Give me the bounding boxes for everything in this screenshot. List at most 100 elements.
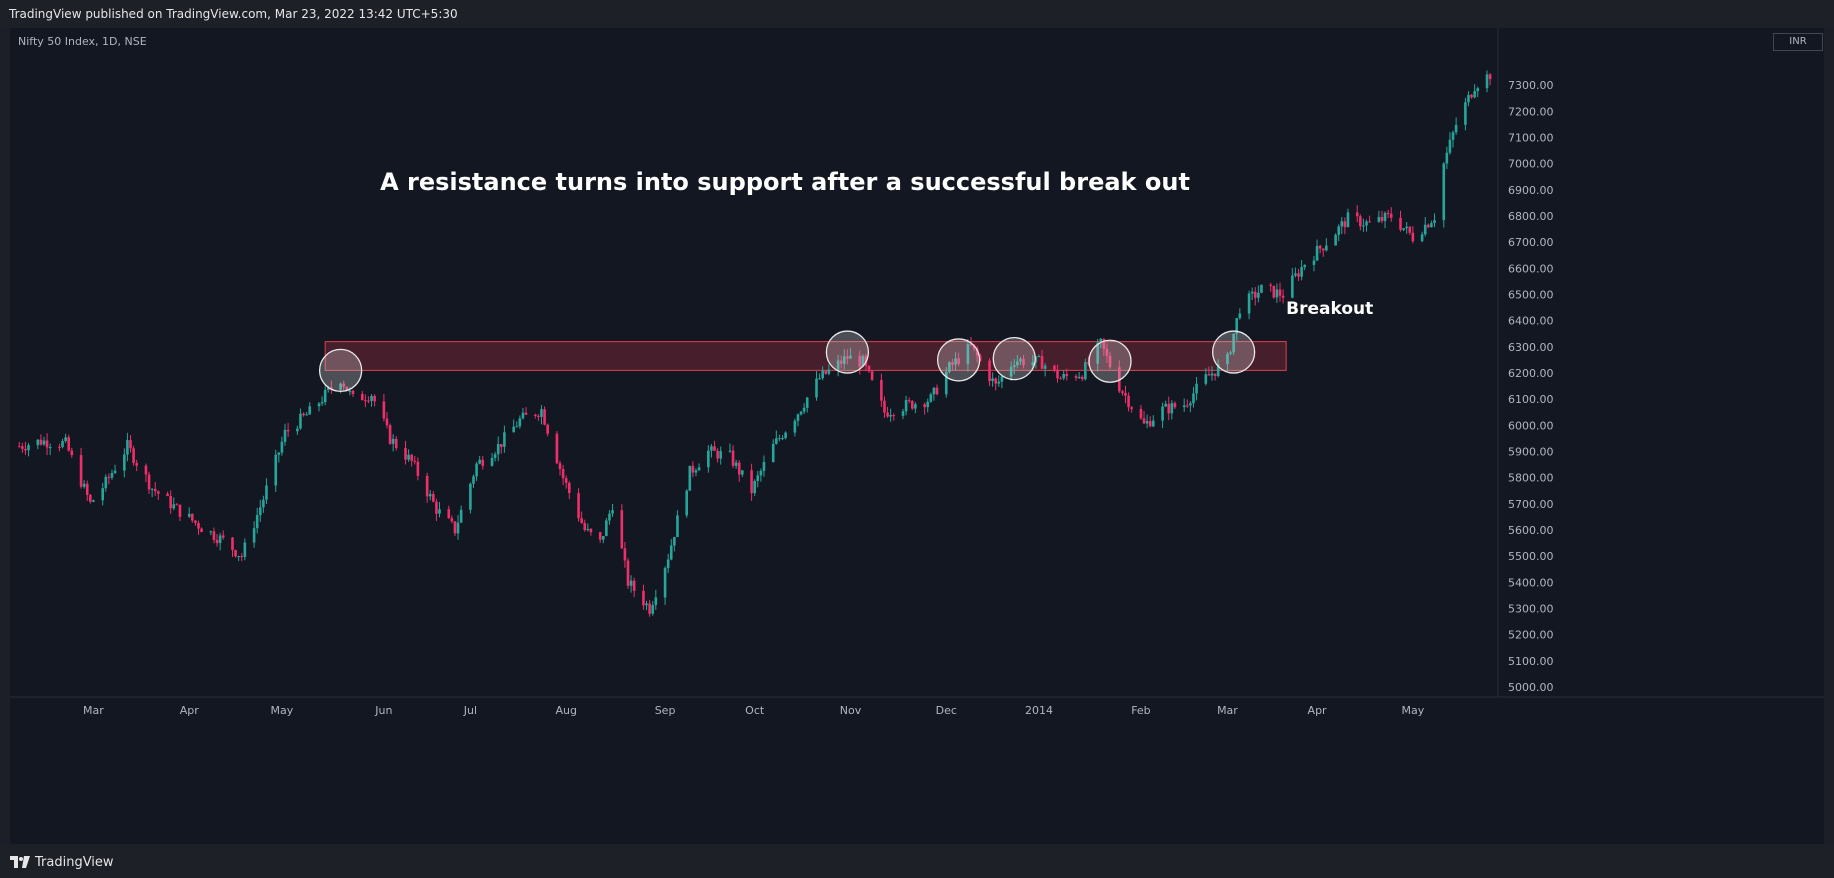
candle-body <box>775 438 778 444</box>
candle-body <box>24 448 27 451</box>
candle-body <box>1009 366 1013 377</box>
candle-body <box>697 467 701 471</box>
y-tick-label: 5800.00 <box>1508 472 1554 485</box>
y-tick-label: 5600.00 <box>1508 524 1554 537</box>
candle-body <box>521 412 525 419</box>
candle-body <box>1257 292 1260 298</box>
candle-body <box>1433 220 1436 224</box>
candle-body <box>1074 376 1078 378</box>
candle-body <box>1012 365 1016 367</box>
candle-body <box>153 488 157 492</box>
candle-body <box>1167 403 1171 414</box>
y-tick-label: 6900.00 <box>1508 184 1554 197</box>
candle-body <box>1105 348 1109 356</box>
candle-body <box>450 518 454 522</box>
candle-body <box>719 451 722 459</box>
price-axis-bg <box>1498 28 1824 844</box>
candle-body <box>1102 338 1106 349</box>
candle-body <box>944 371 948 395</box>
candle-body <box>1096 342 1099 364</box>
candle-body <box>475 463 478 477</box>
candle-body <box>110 473 114 478</box>
candle-body <box>342 383 346 387</box>
candle-body <box>459 509 463 523</box>
candle-body <box>274 454 278 486</box>
candle-body <box>503 432 506 447</box>
candle-body <box>750 470 753 494</box>
candle-body <box>1294 273 1297 276</box>
candle-body <box>490 457 494 466</box>
candle-body <box>802 407 806 412</box>
candle-body <box>1031 362 1035 366</box>
chart-area[interactable]: 5000.00 5100.00 5200.00 5300.00 5400.00 5500.… <box>10 28 1824 844</box>
candle-body <box>1250 291 1254 294</box>
candlestick-chart[interactable]: 5000.00 5100.00 5200.00 5300.00 5400.00 5500.… <box>10 28 1824 844</box>
candle-body <box>728 450 732 452</box>
candle-body <box>1253 291 1257 298</box>
x-tick-label: Mar <box>83 704 104 717</box>
y-tick-label: 6000.00 <box>1508 419 1554 432</box>
y-tick-label: 6200.00 <box>1508 367 1554 380</box>
candle-body <box>1192 393 1195 404</box>
candle-body <box>1195 383 1198 394</box>
candle-body <box>839 360 843 364</box>
candle-body <box>716 450 719 459</box>
candle-body <box>784 432 787 439</box>
candle-body <box>685 490 689 516</box>
x-tick-label: Dec <box>936 704 957 717</box>
candle-body <box>1281 295 1285 298</box>
candle-body <box>147 474 151 490</box>
candle-body <box>904 400 908 412</box>
candle-body <box>1210 373 1214 376</box>
candle-body <box>1315 245 1319 261</box>
candle-body <box>626 560 630 586</box>
candle-body <box>481 459 485 466</box>
x-tick-label: Aug <box>555 704 576 717</box>
x-tick-label: Mar <box>1217 704 1238 717</box>
candle-body <box>1291 275 1294 298</box>
candle-body <box>1216 364 1220 376</box>
candle-body <box>231 537 234 551</box>
y-tick-label: 5000.00 <box>1508 681 1554 694</box>
candle-body <box>92 500 95 502</box>
candle-body <box>144 465 148 475</box>
candle-body <box>1108 355 1112 368</box>
candle-body <box>818 378 821 380</box>
candle-body <box>1383 212 1387 221</box>
candle-body <box>1139 408 1143 419</box>
candle-body <box>889 415 892 417</box>
candle-body <box>391 438 395 444</box>
candle-body <box>129 440 132 449</box>
candle-body <box>1442 163 1446 221</box>
candle-body <box>611 510 614 514</box>
candle-body <box>169 496 172 509</box>
candle-body <box>1065 373 1069 377</box>
candle-body <box>413 460 417 462</box>
tradingview-logo[interactable]: TradingView <box>10 853 114 871</box>
candle-body <box>252 528 256 543</box>
currency-badge[interactable]: INR <box>1773 33 1823 51</box>
candle-body <box>101 488 104 501</box>
candle-body <box>793 420 797 433</box>
candle-body <box>67 437 71 451</box>
candle-body <box>796 414 800 421</box>
y-tick-label: 6100.00 <box>1508 393 1554 406</box>
candle-body <box>880 379 883 401</box>
candle-body <box>305 414 308 416</box>
candle-body <box>957 358 960 365</box>
candle-body <box>1451 132 1455 140</box>
candle-body <box>39 439 43 445</box>
candle-body <box>1297 273 1300 277</box>
candle-body <box>1325 245 1328 251</box>
x-tick-label: Apr <box>1308 704 1328 717</box>
candle-body <box>1448 139 1452 153</box>
candle-body <box>172 504 176 509</box>
candle-body <box>1423 224 1427 235</box>
candle-body <box>1318 245 1322 249</box>
candle-body <box>456 522 460 534</box>
candle-body <box>1056 369 1059 379</box>
candle-body <box>954 358 957 365</box>
candle-body <box>734 462 738 466</box>
candle-body <box>1232 333 1235 353</box>
candle-body <box>1445 152 1449 164</box>
